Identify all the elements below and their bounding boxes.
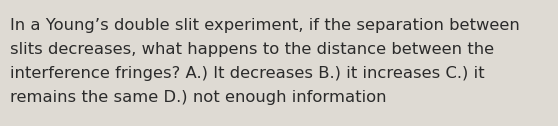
Text: interference fringes? A.) It decreases B.) it increases C.) it: interference fringes? A.) It decreases B… (10, 66, 485, 81)
Text: remains the same D.) not enough information: remains the same D.) not enough informat… (10, 90, 387, 105)
Text: slits decreases, what happens to the distance between the: slits decreases, what happens to the dis… (10, 42, 494, 57)
Text: In a Young’s double slit experiment, if the separation between: In a Young’s double slit experiment, if … (10, 18, 519, 33)
